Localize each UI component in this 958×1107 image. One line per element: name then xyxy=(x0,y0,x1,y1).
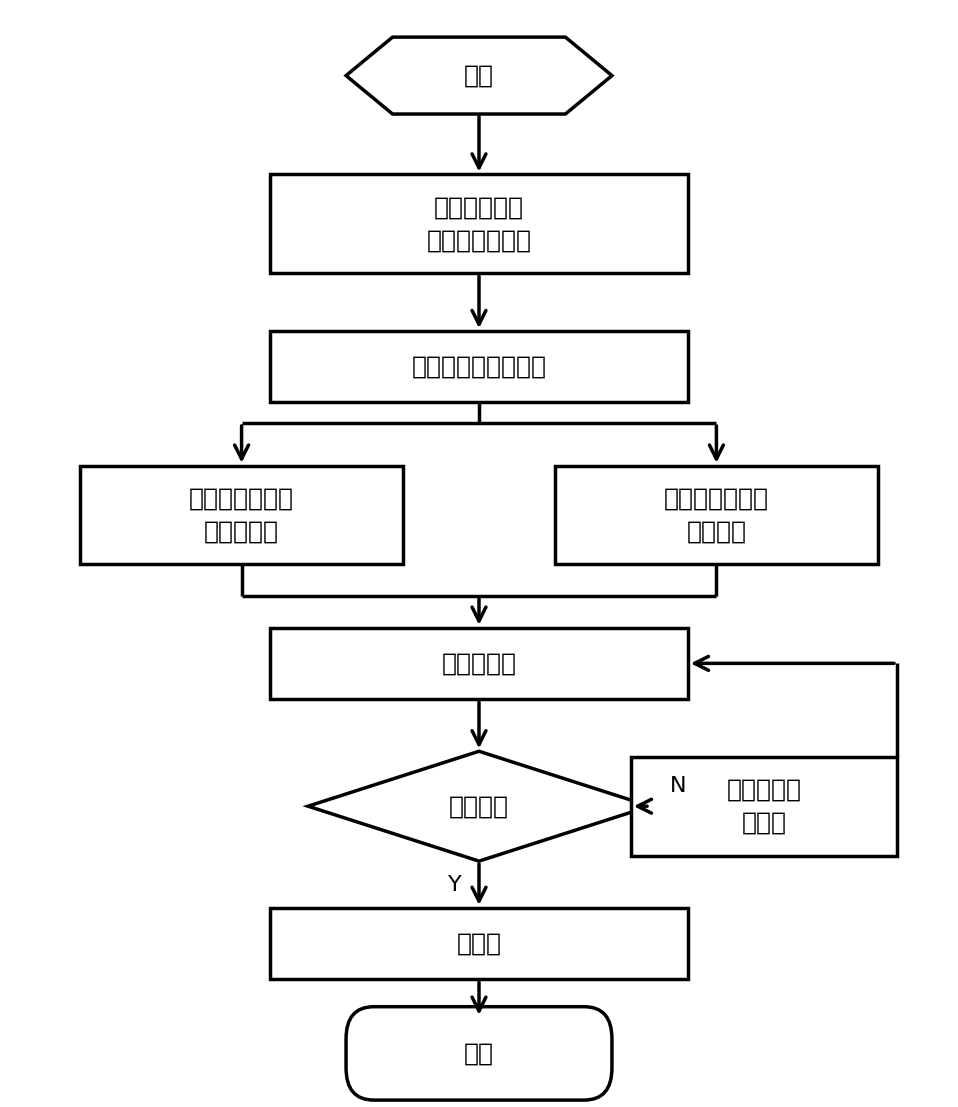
Bar xyxy=(555,466,878,565)
Text: 重启并线性
化搜索: 重启并线性 化搜索 xyxy=(726,777,802,835)
Text: N: N xyxy=(671,776,687,796)
Text: 结束: 结束 xyxy=(464,1042,494,1065)
Text: 求解器设置: 求解器设置 xyxy=(442,651,516,675)
Text: 施加热功率载荷
及边界条件: 施加热功率载荷 及边界条件 xyxy=(189,486,294,544)
Text: 定义材料属性
建模并划分网格: 定义材料属性 建模并划分网格 xyxy=(426,195,532,252)
Bar xyxy=(270,628,688,700)
Polygon shape xyxy=(346,38,612,114)
Bar xyxy=(270,175,688,273)
Text: 建立电刷滑环摩擦副: 建立电刷滑环摩擦副 xyxy=(412,354,546,379)
FancyBboxPatch shape xyxy=(346,1006,612,1100)
Polygon shape xyxy=(308,752,650,861)
Text: 结果收敛: 结果收敛 xyxy=(449,794,509,818)
Bar xyxy=(270,908,688,980)
Bar xyxy=(80,466,403,565)
Text: 开始: 开始 xyxy=(464,63,494,87)
Text: Y: Y xyxy=(448,876,462,896)
Bar xyxy=(631,757,897,856)
Text: 后处理: 后处理 xyxy=(457,931,501,955)
Text: 施加电流载荷及
边界条件: 施加电流载荷及 边界条件 xyxy=(664,486,769,544)
Bar xyxy=(270,331,688,403)
